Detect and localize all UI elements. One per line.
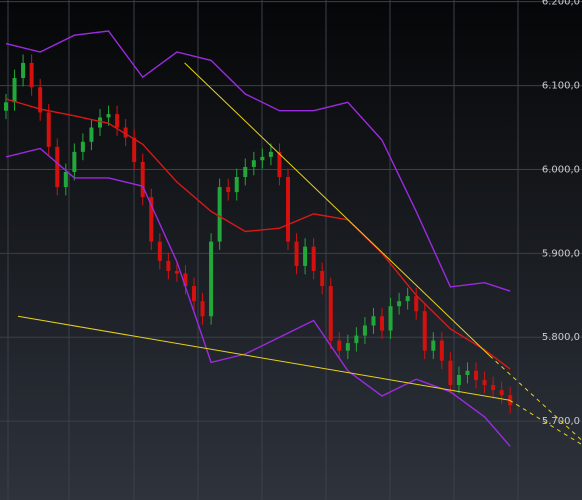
candle-body (72, 151, 77, 172)
candle-body (474, 370, 479, 381)
candle-body (388, 306, 393, 331)
candle-body (260, 156, 265, 161)
candle-body (371, 316, 376, 326)
candle-body (166, 260, 171, 271)
candle-body (499, 390, 504, 396)
candle-body (491, 385, 496, 391)
candle-body (3, 102, 8, 111)
candle-body (97, 117, 102, 128)
y-tick-label: 6.100,0 (542, 81, 580, 92)
candle-body (209, 241, 214, 317)
candle-body (405, 296, 410, 302)
band-line (5, 147, 511, 447)
candle-body (328, 286, 333, 341)
candle-body (414, 296, 419, 312)
vertical-grid (7, 0, 519, 500)
y-tick-label: 5.800,0 (542, 332, 580, 343)
candle-body (157, 241, 162, 261)
candle-body (320, 270, 325, 287)
candle-body (448, 360, 453, 386)
candle-body (12, 78, 17, 103)
candle-body (456, 375, 461, 386)
y-tick-label: 6.200,0 (542, 0, 580, 8)
trend-line (17, 315, 510, 401)
candle-body (80, 141, 85, 152)
candle-body (294, 241, 299, 266)
candle-body (303, 246, 308, 266)
candle-body (243, 166, 248, 178)
candle-body (226, 187, 231, 193)
candle-body (115, 114, 120, 128)
candle-body (46, 112, 51, 147)
candle-body (192, 286, 196, 302)
candle-body (337, 340, 342, 351)
candle-body (422, 311, 427, 351)
candle-body (431, 340, 436, 351)
candle-body (149, 197, 154, 242)
candle-body (123, 127, 128, 138)
band-line (5, 98, 511, 370)
candle-body (482, 380, 487, 386)
candle-body (140, 161, 145, 198)
candle-body (21, 62, 26, 79)
candle-body (174, 270, 179, 274)
candle-body (311, 246, 316, 271)
trend-line (184, 62, 491, 357)
candle-body (268, 151, 273, 157)
candle-body (55, 146, 60, 188)
candle-body (217, 187, 222, 242)
candle-body (63, 171, 68, 188)
candle-body (132, 137, 137, 162)
candle-body (380, 316, 385, 331)
y-tick-label: 5.900,0 (542, 248, 580, 259)
candle-body (89, 127, 94, 142)
candle-body (397, 301, 402, 307)
trend-line (489, 355, 582, 441)
candle-body (465, 370, 470, 375)
candle-body (277, 151, 282, 178)
candle-body (106, 114, 111, 118)
candle-body (439, 340, 444, 361)
y-tick-label: 6.000,0 (542, 164, 580, 175)
candle-body (354, 335, 359, 344)
candle-body (29, 62, 34, 88)
trend-line (509, 399, 582, 446)
candle-body (183, 273, 188, 287)
candle-body (38, 87, 43, 113)
candle-body (362, 325, 367, 336)
candle-body (286, 177, 291, 242)
candle-body (345, 343, 350, 351)
candle-body (251, 160, 256, 167)
candle-body (234, 177, 239, 193)
band-line (5, 30, 511, 292)
candle-body (200, 301, 205, 317)
